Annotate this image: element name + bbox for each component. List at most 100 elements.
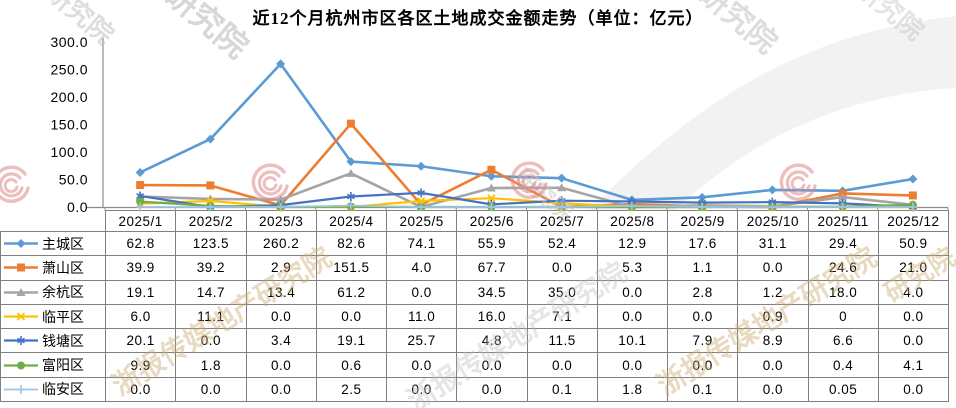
y-axis-tick-label: 100.0 (50, 144, 88, 160)
value-cell: 0.0 (245, 352, 317, 378)
y-axis-tick-label: 200.0 (50, 89, 88, 105)
value-cell: 1.1 (666, 255, 739, 281)
data-point-marker (487, 199, 496, 209)
table-row: 临安区 0.0 0.0 0.0 2.5 0.0 0.0 0.1 1.8 0.1 0.0 0.05 0.0 (0, 376, 950, 403)
legend-marker-icon (4, 312, 38, 321)
value-cell: 0.0 (385, 279, 458, 305)
data-point-marker (135, 167, 145, 177)
value-cell: 20.1 (104, 328, 177, 354)
data-point-marker (16, 312, 26, 321)
value-cell: 39.9 (104, 255, 177, 281)
value-cell: 21.0 (877, 255, 950, 281)
value-cell: 19.1 (104, 279, 177, 305)
legend-marker-icon (4, 263, 38, 272)
data-point-marker (838, 198, 847, 208)
swirl-inner (262, 176, 278, 192)
value-cell: 4.0 (877, 279, 950, 305)
data-point-marker (136, 181, 145, 190)
value-cell: 4.8 (456, 328, 528, 354)
data-point-marker (206, 181, 215, 190)
data-point-marker (698, 198, 707, 208)
data-point-marker (206, 196, 215, 206)
data-point-marker (16, 384, 26, 394)
data-point-marker (17, 263, 25, 272)
table-row: 钱塘区 20.1 0.0 3.4 19.1 25.7 4.8 11.5 10.1 7.9 8.9 6.… (0, 328, 950, 354)
value-cell: 0.6 (315, 352, 388, 378)
swirl-outer (510, 161, 548, 199)
series-name-label: 萧山区 (42, 259, 84, 276)
data-point-marker (487, 194, 496, 203)
value-cell: 0.0 (737, 255, 809, 281)
series-余杭区 (135, 168, 918, 211)
data-point-marker (16, 239, 26, 249)
value-cell: 62.8 (104, 230, 177, 257)
chart-title: 近12个月杭州市区各区土地成交金额走势（单位：亿元） (252, 9, 704, 28)
swirl-inner (790, 176, 806, 192)
value-cell: 0.1 (526, 376, 598, 403)
value-cell: 0.0 (175, 328, 247, 354)
data-point-marker (768, 197, 777, 207)
value-cell: 50.9 (877, 230, 950, 257)
legend-marker-icon (4, 239, 38, 249)
series-line (138, 172, 915, 209)
data-point-marker (206, 202, 215, 211)
table-row: 富阳区 9.9 1.8 0.0 0.6 0.0 0.0 0.0 0.0 0.0 0.0 0.4 4.1 (0, 352, 950, 378)
series-钱塘区 (136, 188, 917, 212)
swirl-inner (521, 174, 537, 190)
month-header-cell: 2025/2 (175, 210, 247, 232)
value-cell: 74.1 (385, 230, 458, 257)
legend-cell: 萧山区 (0, 255, 106, 281)
value-cell: 1.8 (175, 352, 247, 378)
value-cell: 9.9 (104, 352, 177, 378)
value-cell: 0 (807, 303, 879, 330)
value-cell: 6.6 (807, 328, 879, 354)
data-point-marker (416, 196, 426, 206)
value-cell: 0.0 (456, 376, 528, 403)
series-name-label: 临平区 (42, 308, 84, 325)
data-point-marker (908, 200, 918, 209)
swirl-outer (0, 165, 30, 203)
swirl-mid (516, 168, 542, 194)
legend-cell: 余杭区 (0, 279, 106, 305)
legend-cell: 临平区 (0, 303, 106, 330)
data-point-marker (908, 200, 917, 209)
legend-cell: 临安区 (0, 376, 106, 403)
data-point-marker (17, 361, 25, 370)
value-cell: 11.1 (175, 303, 247, 330)
legend-marker-icon (4, 336, 38, 346)
series-line (139, 197, 914, 209)
month-header-cell: 2025/6 (456, 210, 528, 232)
month-header-cell: 2025/9 (666, 210, 739, 232)
value-cell: 8.9 (737, 328, 809, 354)
data-point-marker (768, 202, 777, 211)
watermark-swirl-logo-icon (776, 160, 822, 211)
value-cell: 2.9 (245, 255, 317, 281)
value-cell: 0.0 (737, 352, 809, 378)
legend-marker-icon (4, 384, 38, 394)
watermark-swirl-logo-icon (507, 158, 553, 209)
value-cell: 2.8 (666, 279, 739, 305)
legend-cell: 富阳区 (0, 352, 106, 378)
value-cell: 29.4 (807, 230, 879, 257)
value-cell: 0.0 (315, 303, 388, 330)
data-point-marker (838, 192, 848, 201)
value-cell: 260.2 (245, 230, 317, 257)
value-cell: 25.7 (385, 328, 458, 354)
value-cell: 7.9 (666, 328, 739, 354)
series-line (138, 62, 915, 202)
data-point-marker (486, 183, 496, 192)
value-cell: 0.0 (596, 279, 669, 305)
data-point-marker (557, 183, 567, 192)
swirl-icon (251, 163, 289, 201)
series-萧山区 (136, 119, 917, 211)
value-cell: 5.3 (596, 255, 669, 281)
data-point-marker (135, 191, 145, 200)
value-cell: 0.9 (737, 303, 809, 330)
data-point-marker (697, 192, 707, 202)
data-point-marker (276, 59, 286, 69)
month-header-cell: 2025/8 (596, 210, 669, 232)
data-table: 2025/1 2025/2 2025/3 2025/4 2025/5 2025/6 2025… (0, 210, 950, 403)
month-header-cell: 2025/7 (526, 210, 598, 232)
swirl-icon (0, 165, 30, 203)
